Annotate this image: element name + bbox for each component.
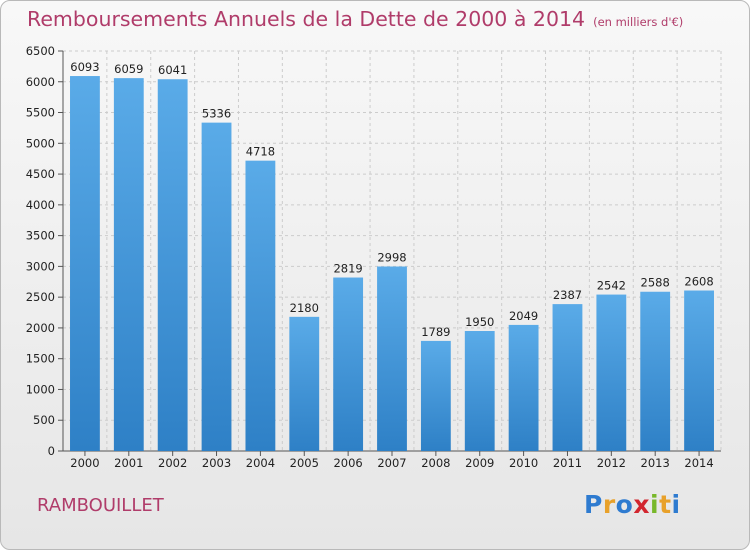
data-label: 2608 (684, 275, 713, 289)
logo-letter: t (659, 490, 672, 519)
y-tick-label: 5000 (26, 136, 55, 150)
x-tick-label: 2002 (158, 456, 187, 470)
bar (420, 340, 451, 451)
x-tick-label: 2000 (70, 456, 99, 470)
bar (113, 78, 144, 451)
value-labels: 6093 6059 6041 5336 4718 2180 2819 2998 1789 1950… (70, 60, 713, 339)
data-label: 2387 (553, 288, 582, 302)
bar (640, 291, 671, 451)
y-tick-label: 0 (48, 444, 55, 458)
y-axis-ticks: 0 500 1000 1500 2000 2500 3000 3500 4000 4500 5000… (26, 44, 63, 458)
bar (201, 122, 232, 451)
bar (245, 160, 276, 451)
bar (596, 294, 627, 451)
x-tick-label: 2005 (290, 456, 319, 470)
y-tick-label: 1500 (26, 352, 55, 366)
x-tick-label: 2014 (684, 456, 713, 470)
logo-letter: r (602, 490, 616, 519)
x-tick-label: 2012 (597, 456, 626, 470)
x-tick-label: 2010 (509, 456, 538, 470)
bar (508, 324, 539, 451)
data-label: 4718 (246, 145, 275, 159)
logo-letter: i (671, 490, 681, 519)
bar (377, 266, 407, 451)
x-tick-label: 2007 (377, 456, 406, 470)
y-tick-label: 6000 (26, 75, 55, 89)
logo-letter: x (633, 490, 650, 519)
data-label: 5336 (202, 107, 231, 121)
logo-letter: P (584, 490, 603, 519)
y-tick-label: 500 (33, 413, 55, 427)
logo-letter: o (615, 490, 634, 519)
data-label: 2049 (509, 309, 538, 323)
x-axis-ticks: 2000 2001 2002 2003 2004 2005 2006 2007 2008 2009… (70, 451, 714, 470)
bar (552, 304, 583, 451)
bar (157, 79, 188, 451)
chart-title: Remboursements Annuels de la Dette de 20… (27, 7, 683, 31)
bars (70, 76, 714, 452)
bar (333, 277, 364, 451)
y-tick-label: 4000 (26, 198, 55, 212)
chart-subtitle: (en milliers d'€) (593, 15, 684, 29)
data-label: 2180 (290, 301, 319, 315)
y-tick-label: 1000 (26, 382, 55, 396)
y-tick-label: 5500 (26, 106, 55, 120)
y-tick-label: 2500 (26, 290, 55, 304)
data-label: 1950 (465, 315, 494, 329)
y-tick-label: 3000 (26, 259, 55, 273)
x-tick-label: 2013 (641, 456, 670, 470)
y-tick-label: 2000 (26, 321, 55, 335)
chart-title-text: Remboursements Annuels de la Dette de 20… (27, 7, 586, 31)
bar (70, 76, 100, 452)
y-tick-label: 4500 (26, 167, 55, 181)
data-label: 6059 (114, 62, 143, 76)
data-label: 2998 (377, 251, 406, 265)
x-tick-label: 2004 (246, 456, 275, 470)
x-tick-label: 2009 (465, 456, 494, 470)
x-tick-label: 2011 (553, 456, 582, 470)
data-label: 1789 (421, 325, 450, 339)
x-tick-label: 2001 (114, 456, 143, 470)
x-tick-label: 2008 (421, 456, 450, 470)
x-tick-label: 2006 (333, 456, 362, 470)
data-label: 2588 (641, 276, 670, 290)
commune-name: RAMBOUILLET (37, 495, 164, 516)
data-label: 6093 (70, 60, 99, 74)
data-label: 2542 (597, 279, 626, 293)
bar (464, 331, 495, 451)
y-tick-label: 3500 (26, 229, 55, 243)
proxiti-logo: Proxiti (584, 490, 681, 519)
data-label: 6041 (158, 63, 187, 77)
bar (289, 316, 320, 451)
y-tick-label: 6500 (26, 44, 55, 58)
x-tick-label: 2003 (202, 456, 231, 470)
bar (684, 290, 714, 451)
logo-letter: i (650, 490, 660, 519)
data-label: 2819 (333, 262, 362, 276)
